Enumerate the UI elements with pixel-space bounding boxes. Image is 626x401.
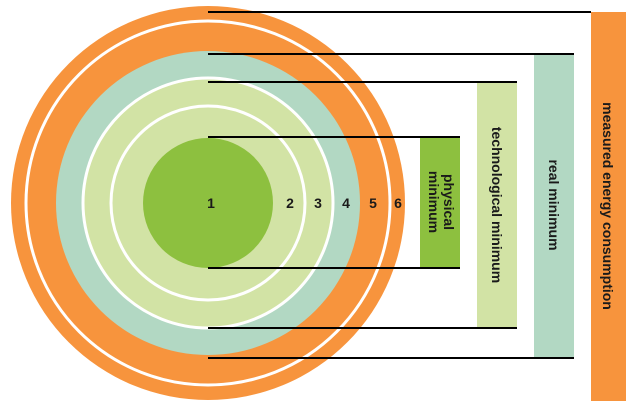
ring-number-3: 3	[314, 195, 322, 211]
ring-6-boundary	[24, 19, 392, 387]
bar-real-minimum	[534, 54, 574, 358]
label-measured-energy-consumption: measured energy consumption	[600, 102, 616, 310]
label-technological-minimum: technological minimum	[489, 127, 505, 283]
ring-number-4: 4	[342, 195, 350, 211]
ring-number-6: 6	[394, 195, 402, 211]
ring-number-1: 1	[207, 195, 215, 211]
bar-technological-minimum	[477, 82, 517, 328]
bar-physical-minimum	[420, 137, 460, 268]
ring-numbers: 1 2 3 4 5 6	[207, 195, 402, 211]
concentric-rings	[11, 6, 405, 400]
ring-2-boundary	[109, 104, 307, 302]
ring-number-2: 2	[286, 195, 294, 211]
bar-measured-energy	[591, 12, 626, 401]
label-physical-line2: minimum	[426, 171, 442, 233]
label-real-minimum: real minimum	[546, 159, 562, 250]
connector-lines	[208, 11, 591, 359]
ring-number-5: 5	[369, 195, 377, 211]
label-physical-line1: physical	[441, 174, 457, 230]
ring-1-physical	[143, 138, 273, 268]
